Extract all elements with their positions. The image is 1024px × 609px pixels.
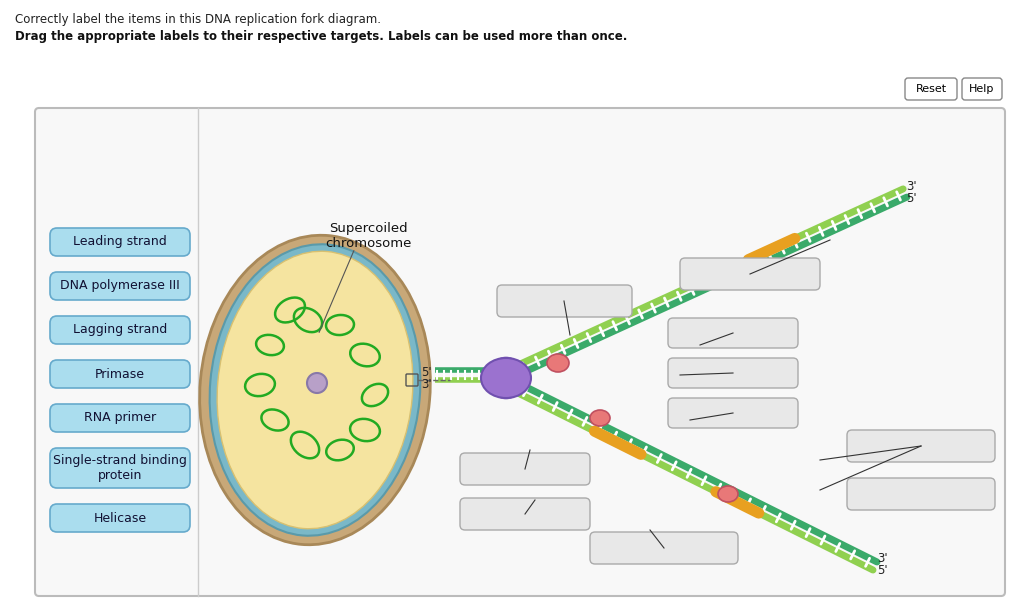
Text: Leading strand: Leading strand (73, 236, 167, 248)
FancyBboxPatch shape (905, 78, 957, 100)
FancyBboxPatch shape (668, 398, 798, 428)
Text: Single-strand binding
protein: Single-strand binding protein (53, 454, 187, 482)
Ellipse shape (483, 365, 513, 391)
Text: Supercoiled
chromosome: Supercoiled chromosome (325, 222, 412, 250)
Ellipse shape (490, 365, 521, 391)
FancyBboxPatch shape (962, 78, 1002, 100)
Text: 5': 5' (906, 191, 916, 205)
FancyBboxPatch shape (460, 453, 590, 485)
FancyBboxPatch shape (460, 498, 590, 530)
Ellipse shape (210, 244, 421, 536)
Ellipse shape (490, 357, 521, 383)
FancyBboxPatch shape (847, 478, 995, 510)
Ellipse shape (490, 373, 521, 399)
Ellipse shape (481, 358, 531, 398)
Text: Lagging strand: Lagging strand (73, 323, 167, 337)
FancyBboxPatch shape (50, 272, 190, 300)
FancyBboxPatch shape (668, 318, 798, 348)
Ellipse shape (486, 360, 516, 386)
FancyBboxPatch shape (680, 258, 820, 290)
Text: Reset: Reset (915, 84, 946, 94)
Text: DNA polymerase III: DNA polymerase III (60, 280, 180, 292)
Text: 5': 5' (421, 365, 431, 379)
Ellipse shape (496, 370, 526, 396)
Text: Help: Help (970, 84, 994, 94)
Ellipse shape (718, 486, 738, 502)
FancyBboxPatch shape (50, 316, 190, 344)
FancyBboxPatch shape (847, 430, 995, 462)
Ellipse shape (217, 252, 413, 529)
Text: 5': 5' (877, 565, 888, 577)
FancyBboxPatch shape (50, 448, 190, 488)
Text: 3': 3' (421, 379, 431, 392)
Ellipse shape (486, 370, 516, 396)
FancyBboxPatch shape (35, 108, 1005, 596)
Text: Correctly label the items in this DNA replication fork diagram.: Correctly label the items in this DNA re… (15, 13, 381, 26)
FancyBboxPatch shape (50, 504, 190, 532)
Ellipse shape (200, 235, 430, 544)
Ellipse shape (590, 410, 610, 426)
Ellipse shape (499, 365, 529, 391)
Ellipse shape (547, 354, 569, 372)
Text: Drag the appropriate labels to their respective targets. Labels can be used more: Drag the appropriate labels to their res… (15, 30, 628, 43)
Text: 3': 3' (906, 180, 916, 192)
Text: Helicase: Helicase (93, 512, 146, 524)
Text: Primase: Primase (95, 367, 145, 381)
Text: RNA primer: RNA primer (84, 412, 156, 424)
FancyBboxPatch shape (50, 360, 190, 388)
Ellipse shape (307, 373, 327, 393)
FancyBboxPatch shape (50, 228, 190, 256)
FancyBboxPatch shape (668, 358, 798, 388)
Text: 3': 3' (877, 552, 888, 566)
FancyBboxPatch shape (590, 532, 738, 564)
Ellipse shape (496, 360, 526, 386)
FancyBboxPatch shape (497, 285, 632, 317)
FancyBboxPatch shape (50, 404, 190, 432)
